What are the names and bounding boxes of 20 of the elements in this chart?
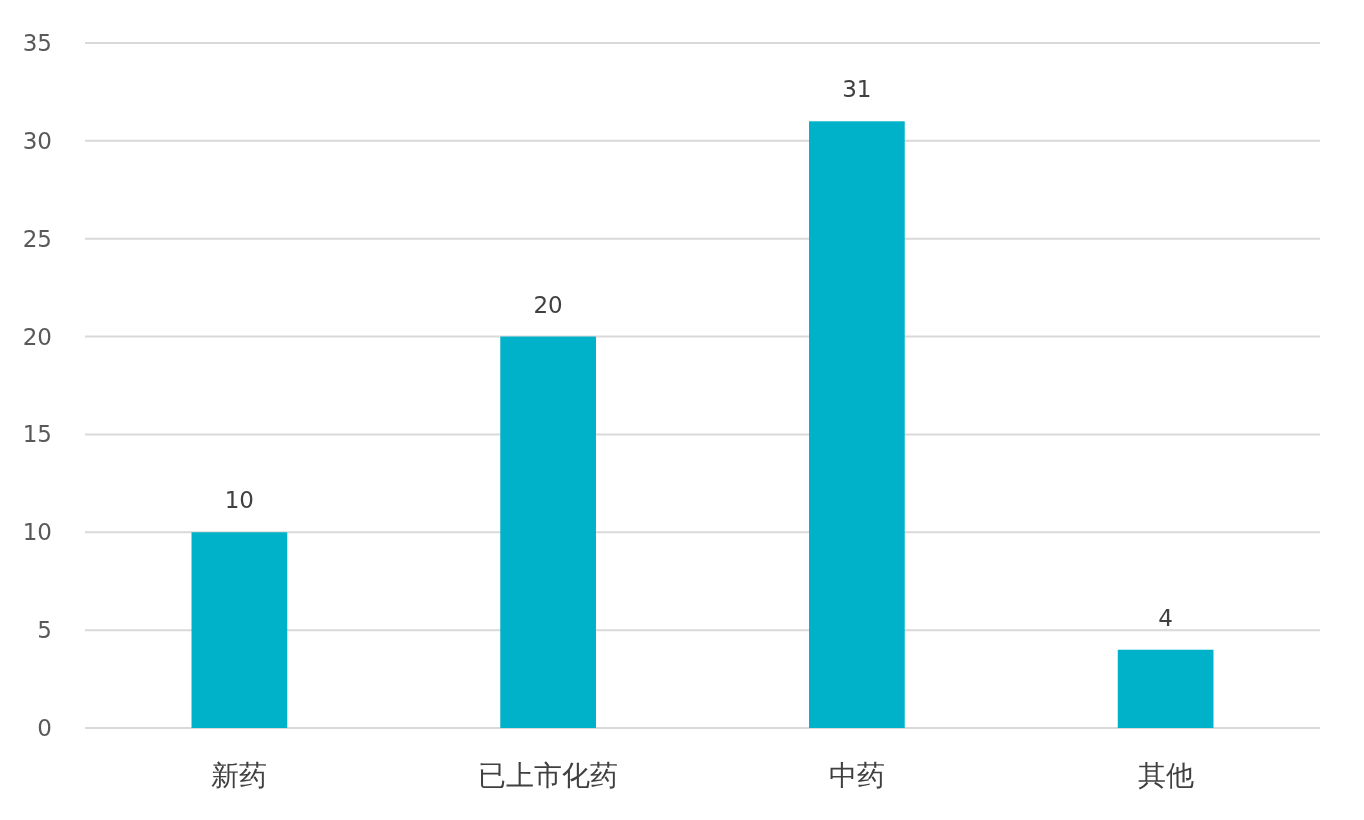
- y-tick-label: 15: [22, 421, 52, 448]
- bar: [1117, 649, 1214, 728]
- bar: [500, 336, 596, 728]
- x-tick-label: 中药: [828, 759, 885, 792]
- x-tick-label: 其他: [1137, 759, 1194, 792]
- y-tick-label: 10: [22, 519, 52, 546]
- bar: [809, 121, 905, 728]
- x-tick-label: 已上市化药: [478, 759, 619, 792]
- data-label: 10: [224, 487, 255, 514]
- data-label: 20: [533, 291, 563, 318]
- y-tick-label: 30: [22, 127, 52, 154]
- bar: [191, 532, 288, 728]
- y-tick-label: 5: [37, 617, 52, 644]
- y-tick-label: 20: [22, 323, 52, 350]
- x-tick-label: 新药: [211, 759, 268, 792]
- data-label: 4: [1158, 604, 1173, 631]
- data-label: 31: [842, 76, 872, 103]
- y-tick-label: 35: [22, 30, 52, 56]
- y-tick-label: 25: [22, 225, 52, 252]
- y-tick-label: 0: [37, 715, 52, 741]
